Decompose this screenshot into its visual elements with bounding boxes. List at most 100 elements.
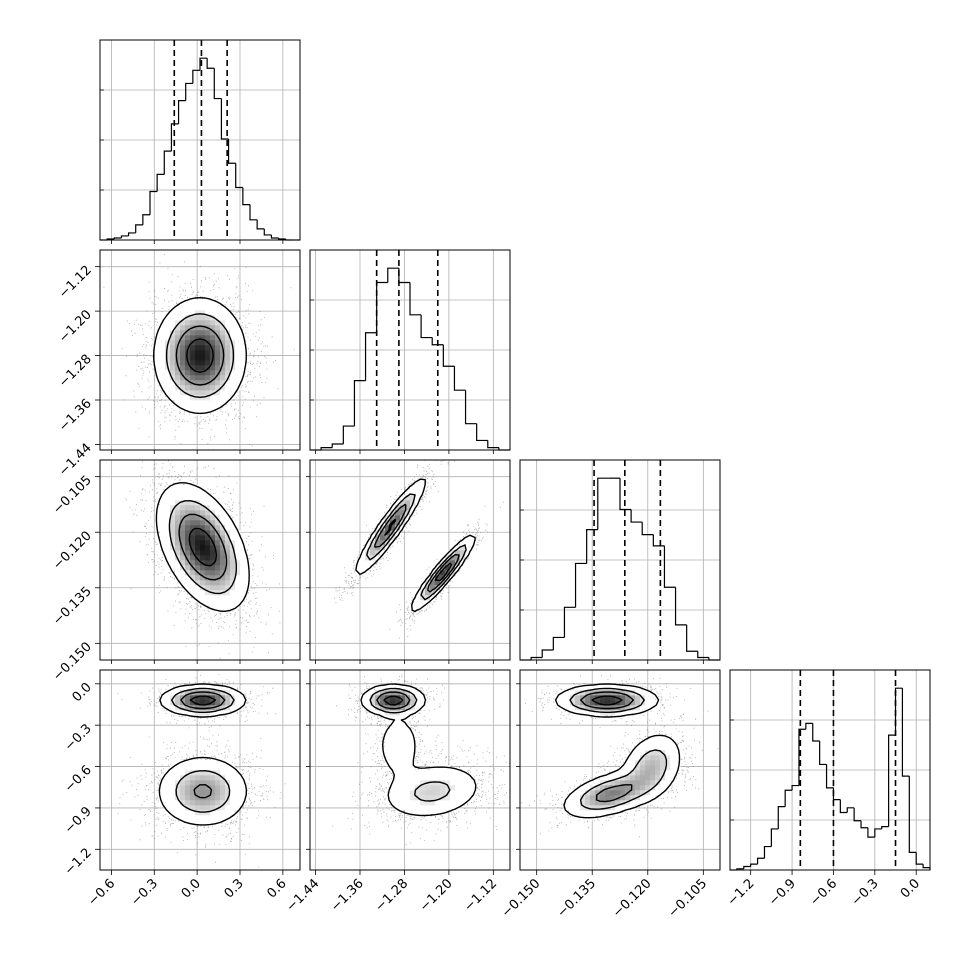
density-cell: [200, 300, 206, 306]
density-cell: [200, 700, 206, 706]
density-cell: [390, 785, 396, 791]
density-cell: [395, 770, 401, 776]
density-cell: [415, 595, 421, 601]
density-cell: [200, 705, 206, 711]
density-cell: [405, 690, 411, 696]
hist-bin-3-18: [853, 807, 862, 822]
density-cell: [230, 790, 236, 796]
density-cell: [650, 765, 656, 771]
density-cell: [220, 595, 226, 601]
density-cell: [220, 580, 226, 586]
density-cell: [465, 795, 471, 801]
density-cell: [200, 580, 206, 586]
density-cell: [230, 785, 236, 791]
density-cell: [225, 700, 231, 706]
density-cell: [565, 705, 571, 711]
density-cell: [170, 560, 176, 566]
density-cell: [205, 315, 211, 321]
density-cell: [445, 805, 451, 811]
density-cell: [410, 800, 416, 806]
density-cell: [160, 355, 166, 361]
panel-frame: [99, 249, 301, 451]
density-cell: [555, 700, 561, 706]
density-cell: [190, 700, 196, 706]
density-cell: [600, 775, 606, 781]
density-cell: [210, 555, 216, 561]
density-cell: [205, 790, 211, 796]
density-cell: [220, 320, 226, 326]
y-tick-label-2-1: −0.135: [50, 584, 95, 629]
density-cell: [225, 815, 231, 821]
density-cell: [235, 775, 241, 781]
density-cell: [410, 710, 416, 716]
density-cell: [650, 770, 656, 776]
density-cell: [170, 520, 176, 526]
density-cell: [200, 335, 206, 341]
hist-bin-2-12: [652, 534, 665, 547]
density-cell: [400, 780, 406, 786]
density-cell: [370, 550, 376, 556]
density-cell: [185, 780, 191, 786]
density-cell: [405, 685, 411, 691]
density-cell: [170, 365, 176, 371]
density-cell: [420, 810, 426, 816]
density-cell: [220, 705, 226, 711]
density-cell: [180, 795, 186, 801]
density-cell: [645, 690, 651, 696]
density-cell: [625, 760, 631, 766]
density-cell: [195, 790, 201, 796]
density-cell: [200, 530, 206, 536]
density-cell: [210, 560, 216, 566]
density-cell: [165, 375, 171, 381]
hist-bin-3-26: [908, 776, 917, 854]
density-cell: [180, 800, 186, 806]
density-cell: [190, 345, 196, 351]
density-cell: [580, 685, 586, 691]
density-cell: [460, 550, 466, 556]
density-cell: [200, 510, 206, 516]
density-cell: [600, 800, 606, 806]
density-cell: [390, 740, 396, 746]
density-cell: [220, 575, 226, 581]
density-cell: [170, 490, 176, 496]
density-cell: [400, 740, 406, 746]
density-cell: [160, 780, 166, 786]
hist-bin-3-23: [888, 734, 896, 827]
density-cell: [205, 350, 211, 356]
density-cell: [670, 770, 676, 776]
density-cell: [410, 765, 416, 771]
hist-bin-1-9: [409, 282, 422, 316]
density-cell: [210, 775, 216, 781]
density-cell: [200, 765, 206, 771]
density-cell: [630, 780, 636, 786]
density-cell: [385, 740, 391, 746]
density-cell: [235, 570, 241, 576]
hist-bin-0-6: [142, 214, 150, 225]
density-cell: [370, 545, 376, 551]
density-cell: [220, 305, 226, 311]
density-cell: [195, 780, 201, 786]
density-cell: [190, 360, 196, 366]
density-cell: [185, 585, 191, 591]
density-cell: [410, 795, 416, 801]
x-tick-label-1-1: −1.36: [328, 876, 367, 915]
density-cell: [220, 390, 226, 396]
density-cell: [590, 690, 596, 696]
hist-bin-0-25: [277, 237, 286, 240]
density-cell: [225, 390, 231, 396]
y-tick-label-3-4: 0.0: [70, 680, 95, 705]
density-cell: [365, 690, 371, 696]
density-cell: [230, 315, 236, 321]
density-cell: [210, 765, 216, 771]
density-cell: [190, 320, 196, 326]
density-cell: [185, 575, 191, 581]
density-cell: [185, 300, 191, 306]
density-cell: [670, 740, 676, 746]
density-cell: [215, 335, 221, 341]
density-cell: [165, 535, 171, 541]
density-cell: [400, 500, 406, 506]
hist-bin-2-6: [586, 528, 598, 564]
density-cell: [355, 565, 361, 571]
density-cell: [200, 315, 206, 321]
density-cell: [450, 775, 456, 781]
